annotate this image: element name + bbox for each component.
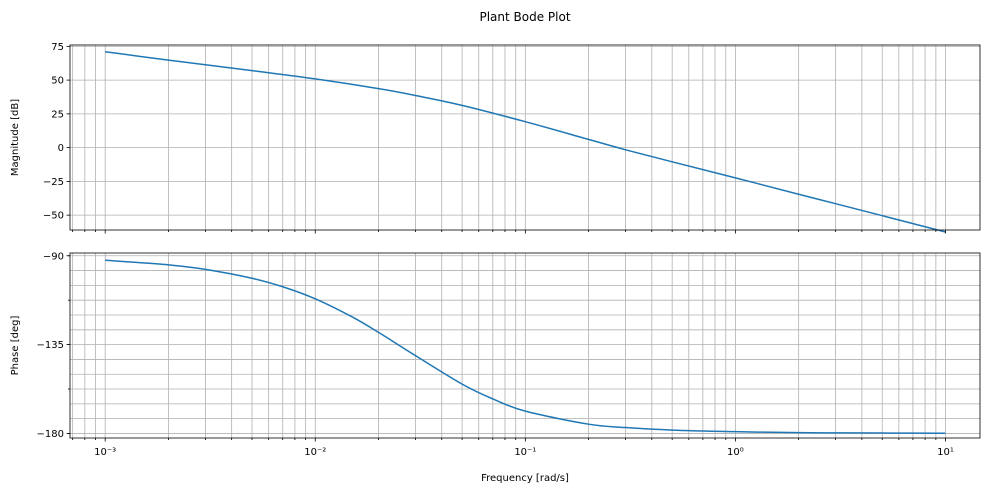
magnitude-axes: 75 50 25 0 −25 −50 Magnitude [dB] xyxy=(10,42,981,234)
magnitude-ytick-label: 25 xyxy=(51,109,64,120)
phase-grid xyxy=(70,253,980,438)
frequency-xtick-label: 10⁻² xyxy=(304,447,326,458)
phase-ytick-label: −180 xyxy=(37,429,64,440)
magnitude-ytick-label: −50 xyxy=(43,211,64,222)
phase-ytick-label: −90 xyxy=(43,251,64,262)
magnitude-ticks: 75 50 25 0 −25 −50 xyxy=(43,42,946,234)
magnitude-ytick-label: −25 xyxy=(43,177,64,188)
phase-ylabel: Phase [deg] xyxy=(10,316,21,376)
magnitude-curve xyxy=(105,51,946,233)
frequency-xtick-label: 10¹ xyxy=(937,447,954,458)
magnitude-ytick-label: 75 xyxy=(51,42,64,53)
magnitude-ytick-label: 0 xyxy=(58,143,64,154)
phase-axes: −90 −135 −180 10⁻³ 10⁻² 10⁻¹ 10⁰ 10¹ Phase [deg… xyxy=(10,251,981,458)
phase-ticks: −90 −135 −180 10⁻³ 10⁻² 10⁻¹ 10⁰ 10¹ xyxy=(37,251,954,458)
phase-curve xyxy=(105,259,946,435)
magnitude-ylabel: Magnitude [dB] xyxy=(10,99,21,176)
phase-ytick-label: −135 xyxy=(37,340,64,351)
frequency-xtick-label: 10⁰ xyxy=(727,447,744,458)
frequency-xtick-label: 10⁻³ xyxy=(94,447,116,458)
frequency-xtick-label: 10⁻¹ xyxy=(514,447,536,458)
frequency-xlabel: Frequency [rad/s] xyxy=(481,473,569,484)
magnitude-grid xyxy=(70,45,980,230)
magnitude-ytick-label: 50 xyxy=(51,76,64,87)
figure-title: Plant Bode Plot xyxy=(479,10,570,24)
